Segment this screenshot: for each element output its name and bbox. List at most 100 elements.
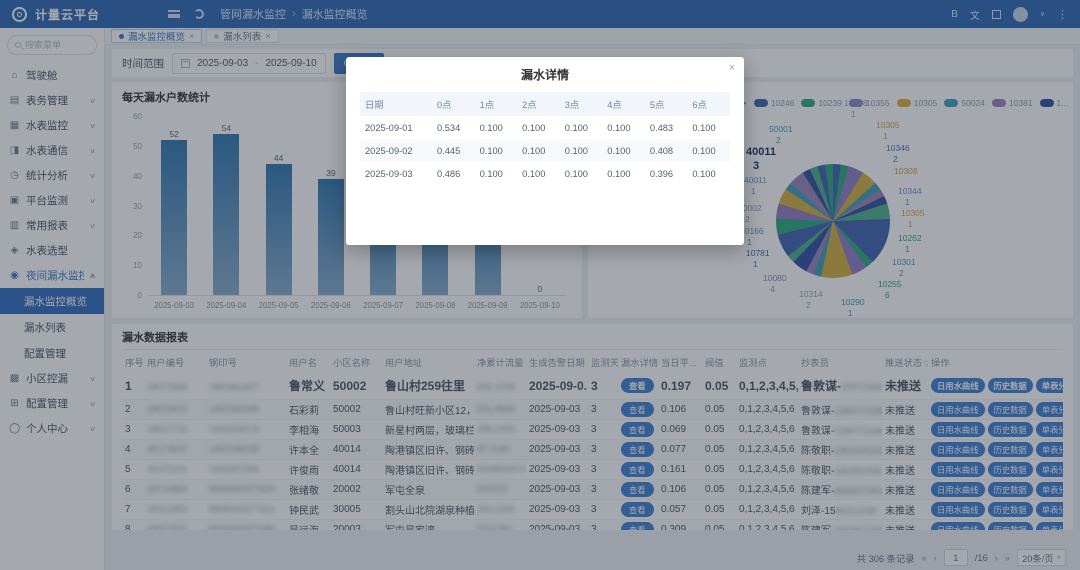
sidebar-item-label: 个人中心	[26, 423, 68, 435]
sidebar-item[interactable]: ◨ 水表通信 ∨	[0, 138, 104, 163]
op-button[interactable]: 日用水曲线	[931, 482, 985, 497]
view-detail-button[interactable]: 查看	[621, 502, 654, 517]
locale-icon[interactable]: 文	[969, 10, 980, 22]
table-row[interactable]: 6 18714864 8906000377629 张绪敬 20002 军屯全泉 200223…	[122, 479, 1063, 500]
sidebar-item[interactable]: ▣ 平台监测 ∨	[0, 188, 104, 213]
op-button[interactable]: 单表分析	[1035, 442, 1063, 457]
refresh-icon[interactable]	[194, 9, 205, 19]
end-date[interactable]: 2025-09-10	[265, 57, 317, 69]
sidebar-item[interactable]: ⊞ 配置管理 ∨	[0, 391, 104, 416]
chevron-down-icon[interactable]: ∨	[1039, 11, 1045, 18]
table-row[interactable]: 7 18212382 8906000377312 钟民武 30005 割头山北院湖泉种植 1…	[122, 499, 1063, 520]
search-input[interactable]	[25, 40, 85, 50]
table-row[interactable]: 2 18023415 1402340346 石彩莉 50002 鲁山村旺新小区12，1 20…	[122, 399, 1063, 420]
op-button[interactable]: 单表分析	[1035, 422, 1063, 437]
view-detail-button[interactable]: 查看	[621, 482, 654, 497]
tab-active[interactable]: 漏水监控概览 ×	[111, 29, 203, 43]
pagination: 共 306 条记录 « ‹ 1 /16 › » 20条/页 ∨	[857, 549, 1066, 566]
filter-icon[interactable]: ▽	[924, 361, 928, 368]
op-button[interactable]: 单表分析	[1035, 462, 1063, 477]
table-row[interactable]: 3180177161402344076李相海50003新星村两层，玻璃栏杆246…	[122, 419, 1063, 440]
sidebar-subitem[interactable]: 漏水监控概览	[0, 288, 104, 314]
more-icon[interactable]: ⋮	[1057, 8, 1068, 21]
op-button[interactable]: 历史数据	[987, 378, 1033, 394]
legend-next-button[interactable]: ▶	[741, 100, 747, 107]
table-cell: 0.05	[702, 399, 736, 420]
op-button[interactable]: 历史数据	[987, 442, 1033, 457]
user-avatar[interactable]	[1012, 6, 1028, 22]
legend-item[interactable]: 50024	[944, 98, 985, 108]
prev-page-button[interactable]: ‹	[933, 552, 937, 563]
current-page-input[interactable]: 1	[943, 549, 968, 566]
view-detail-button[interactable]: 查看	[621, 442, 654, 457]
op-button[interactable]: 单表分析	[1035, 482, 1063, 497]
breadcrumb-parent[interactable]: 管网漏水监控	[220, 9, 287, 21]
last-page-button[interactable]: »	[1004, 552, 1011, 563]
op-button[interactable]: 历史数据	[987, 522, 1033, 530]
sidebar-subitem[interactable]: 漏水列表	[24, 321, 66, 334]
sidebar-item[interactable]: ▤ 表务管理 ∨	[0, 88, 104, 113]
sidebar-item[interactable]: ⌂ 驾驶舱	[0, 63, 104, 88]
sidebar-item[interactable]: ▩ 小区控漏 ∨	[0, 366, 104, 391]
op-button[interactable]: 单表分析	[1035, 522, 1063, 530]
op-button[interactable]: 历史数据	[987, 402, 1033, 417]
legend-item[interactable]: 10355	[848, 98, 890, 108]
sidebar-item[interactable]: ◉ 夜间漏水监控 ∧	[0, 263, 104, 288]
op-button[interactable]: 单表分析	[1035, 378, 1063, 394]
op-button[interactable]: 历史数据	[987, 502, 1033, 517]
sidebar-search[interactable]	[7, 35, 97, 55]
table-row[interactable]: 5 40171141 1402337086 许俊雨 40014 陶港镇区旧许、钢砖 5044…	[122, 459, 1063, 480]
op-button[interactable]: 日用水曲线	[931, 522, 985, 530]
op-button[interactable]: 历史数据	[987, 482, 1033, 497]
tab-inactive[interactable]: 漏水列表 ×	[206, 29, 279, 43]
op-button[interactable]: 单表分析	[1035, 402, 1063, 417]
legend-item[interactable]: 10246	[753, 98, 794, 108]
tab-close-icon[interactable]: ×	[189, 31, 195, 41]
op-button[interactable]: 单表分析	[1035, 502, 1063, 517]
page-size-select[interactable]: 20条/页 ∨	[1017, 549, 1066, 566]
op-button[interactable]: 日用水曲线	[931, 422, 985, 437]
first-page-button[interactable]: «	[921, 552, 927, 563]
menu-collapse-icon[interactable]	[168, 10, 181, 18]
start-date[interactable]: 2025-09-03	[197, 57, 249, 69]
op-button[interactable]: 历史数据	[987, 422, 1033, 437]
sidebar-item[interactable]: ▦ 水表监控 ∨	[0, 113, 104, 138]
sidebar-item[interactable]: ◷ 统计分析 ∨	[0, 163, 104, 188]
fullscreen-icon[interactable]	[991, 9, 1001, 19]
op-button[interactable]: 日用水曲线	[931, 442, 985, 457]
notification-icon[interactable]: B	[951, 8, 958, 20]
legend-item[interactable]: 10305	[896, 98, 937, 108]
op-button[interactable]: 历史数据	[987, 462, 1033, 477]
view-detail-button[interactable]: 查看	[621, 462, 654, 477]
table-cell: 1402344076	[206, 419, 286, 440]
op-button[interactable]: 日用水曲线	[931, 378, 985, 394]
table-row[interactable]: 1 18073458 1803461637 鲁常义 50002 鲁山村259往里 606.2…	[122, 372, 1063, 400]
table-cell: 李相海	[286, 419, 330, 440]
next-page-button[interactable]: ›	[994, 552, 998, 563]
redacted-text: 1402337086	[209, 464, 260, 474]
legend-item[interactable]: 1...	[1039, 98, 1068, 108]
close-icon[interactable]: ×	[728, 62, 735, 74]
sidebar-item[interactable]: ◈ 水表选型	[0, 238, 104, 263]
date-range-input[interactable]: 2025-09-03 - 2025-09-10	[172, 52, 326, 74]
view-detail-button[interactable]: 查看	[621, 378, 654, 394]
view-detail-button[interactable]: 查看	[621, 522, 654, 530]
table-cell: 5044600574	[474, 459, 526, 480]
leak-detail-dialog: 漏水详情 × 日期 0点 1点 2点 3点 4点 5点 6点 2025-09-01 0.534 0…	[346, 57, 744, 245]
legend-item[interactable]: 10239	[801, 98, 842, 108]
sidebar-item[interactable]: ◯ 个人中心 ∨	[0, 416, 104, 441]
table-cell: 0,1,2,3,4,5,6	[736, 439, 798, 460]
table-row[interactable]: 4 40173631 1402346035 许本全 40014 陶港镇区旧许、钢砖 87.2…	[122, 439, 1063, 460]
view-detail-button[interactable]: 查看	[621, 422, 654, 437]
table-cell: 未推送	[882, 519, 928, 530]
op-button[interactable]: 日用水曲线	[931, 462, 985, 477]
table-cell: 40014	[330, 439, 382, 460]
op-button[interactable]: 日用水曲线	[931, 502, 985, 517]
legend-item[interactable]: 10381	[991, 98, 1033, 108]
sidebar-item[interactable]: ▥ 常用报表 ∨	[0, 213, 104, 238]
op-button[interactable]: 日用水曲线	[931, 402, 985, 417]
view-detail-button[interactable]: 查看	[621, 402, 654, 417]
tab-close-icon[interactable]: ×	[265, 31, 271, 41]
sidebar-subitem[interactable]: 配置管理	[24, 347, 66, 360]
